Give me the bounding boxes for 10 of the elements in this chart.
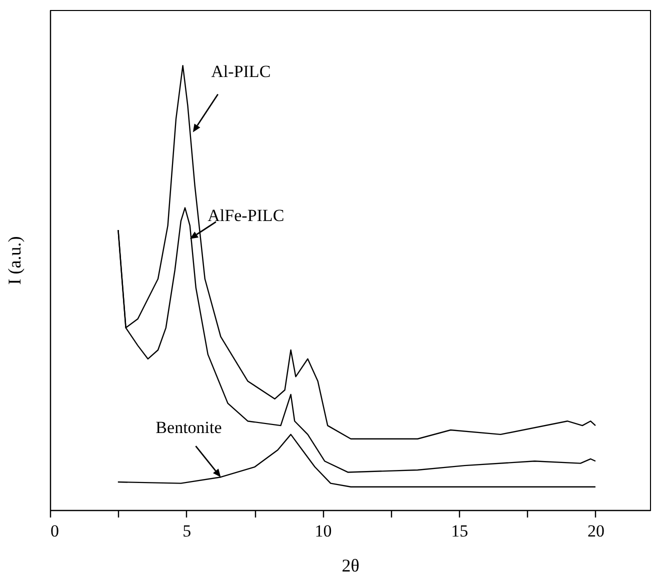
annotation: Bentonite (156, 418, 222, 438)
x-tick-label: 0 (50, 522, 59, 540)
x-tick-label: 10 (314, 522, 332, 540)
x-axis-title: 2θ (342, 556, 360, 576)
annotation: AlFe-PILC (208, 206, 284, 225)
x-tick-label: 20 (587, 522, 604, 540)
annotation: Al-PILC (211, 62, 271, 82)
y-axis-title: I (a.u.) (4, 236, 24, 285)
x-tick-label: 15 (451, 522, 468, 540)
x-tick-label: 5 (182, 522, 192, 540)
